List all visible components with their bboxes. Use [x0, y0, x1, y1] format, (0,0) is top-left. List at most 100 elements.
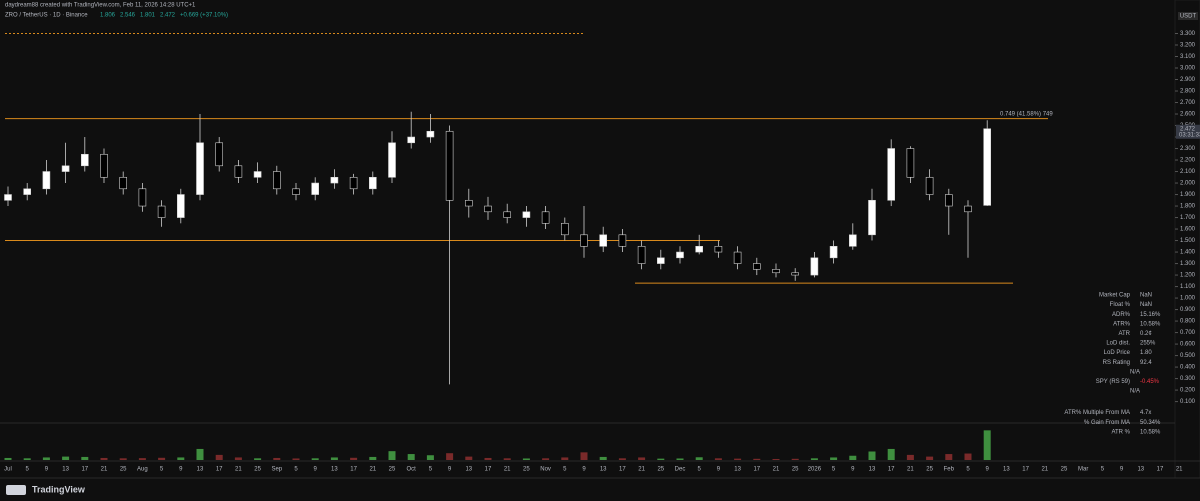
x-tick-label: 17	[485, 467, 492, 473]
x-tick-label: 9	[448, 467, 452, 473]
table-label: ATR %	[1111, 429, 1130, 435]
x-tick-label: 17	[350, 467, 357, 473]
x-tick-label: 13	[1003, 467, 1010, 473]
volume-bar	[964, 453, 972, 460]
y-tick-label: 1.300	[1180, 261, 1196, 267]
table-label: Float %	[1110, 302, 1131, 308]
x-tick-label: 17	[1022, 467, 1029, 473]
volume-bar	[484, 457, 492, 460]
x-tick-label: 21	[907, 467, 914, 473]
volume-bar	[426, 455, 434, 460]
candle-body	[349, 176, 358, 190]
candle-body	[560, 223, 569, 236]
x-tick-label: Oct	[407, 467, 417, 473]
candle-body	[196, 142, 204, 195]
volume-bar	[542, 458, 550, 460]
x-tick-label: 13	[465, 467, 472, 473]
volume-bar	[215, 454, 223, 460]
y-tick-label: 0.700	[1180, 330, 1196, 336]
y-tick-label: 1.400	[1180, 250, 1196, 256]
candle-body	[330, 176, 339, 184]
countdown: 03:31:33	[1179, 132, 1200, 138]
candle-body	[522, 211, 531, 218]
candle-body	[791, 272, 800, 276]
volume-bar	[676, 458, 684, 460]
x-tick-label: Dec	[675, 467, 686, 473]
volume-bar	[234, 457, 242, 460]
table-value: 0.2¢	[1140, 331, 1152, 337]
table-value: 10.58%	[1140, 321, 1161, 327]
volume-bar	[254, 458, 262, 460]
candle-body	[138, 188, 147, 207]
table-value: 255%	[1140, 341, 1156, 347]
x-tick-label: 17	[216, 467, 223, 473]
y-tick-label: 0.900	[1180, 307, 1196, 313]
x-tick-label: 21	[773, 467, 780, 473]
x-tick-label: 5	[160, 467, 164, 473]
y-tick-label: 2.600	[1180, 112, 1196, 118]
candle-body	[541, 211, 550, 224]
volume-bar	[446, 453, 454, 460]
table-value: 1.80	[1140, 350, 1152, 356]
x-tick-label: 9	[314, 467, 318, 473]
volume-bar	[158, 457, 166, 460]
y-tick-label: 2.300	[1180, 146, 1196, 152]
x-tick-label: 21	[1041, 467, 1048, 473]
x-tick-label: 5	[966, 467, 970, 473]
volume-bar	[887, 448, 895, 460]
ohlc-low: 1.801	[140, 13, 156, 19]
y-tick-label: 1.900	[1180, 192, 1196, 198]
candle-body	[733, 251, 742, 264]
volume-bar	[4, 457, 12, 460]
x-tick-label: 25	[657, 467, 664, 473]
volume-bar	[119, 458, 127, 460]
table-label: ATR% Multiple From MA	[1064, 410, 1130, 416]
x-tick-label: Nov	[540, 467, 551, 473]
y-tick-label: 1.700	[1180, 215, 1196, 221]
x-tick-label: 13	[1137, 467, 1144, 473]
volume-bar	[791, 458, 799, 460]
volume-bar	[945, 454, 953, 460]
volume-bar	[868, 451, 876, 460]
volume-bar	[138, 458, 146, 460]
candle-body	[407, 136, 416, 144]
x-tick-label: 17	[619, 467, 626, 473]
volume-bar	[62, 456, 70, 460]
candle-body	[695, 246, 704, 253]
x-tick-label: 13	[331, 467, 338, 473]
candle-body	[637, 246, 646, 264]
x-tick-label: 25	[926, 467, 933, 473]
table-label: ATR	[1118, 331, 1130, 337]
candle-body	[676, 251, 684, 259]
x-tick-label: Aug	[137, 467, 148, 473]
candle-body	[848, 234, 857, 247]
y-tick-label: 0.800	[1180, 319, 1196, 325]
x-tick-label: 21	[1176, 467, 1183, 473]
table-label: Market Cap	[1099, 293, 1131, 299]
x-tick-label: 5	[698, 467, 702, 473]
x-tick-label: 21	[638, 467, 645, 473]
x-tick-label: 9	[986, 467, 990, 473]
x-tick-label: 25	[523, 467, 530, 473]
x-tick-label: 9	[1120, 467, 1124, 473]
candle-body	[426, 130, 435, 138]
y-tick-label: 1.100	[1180, 284, 1196, 290]
volume-bar	[657, 458, 665, 460]
volume-bar	[734, 458, 742, 460]
volume-bar	[388, 451, 396, 460]
x-tick-label: 9	[717, 467, 721, 473]
y-tick-label: 2.700	[1180, 100, 1196, 106]
price-axis	[1174, 0, 1200, 479]
x-tick-label: 21	[235, 467, 242, 473]
change: +0.669 (+37.10%)	[180, 13, 228, 19]
candle-body	[4, 194, 12, 201]
y-tick-label: 2.900	[1180, 77, 1196, 83]
candle-body	[311, 182, 320, 195]
candle-body	[157, 205, 166, 218]
y-tick-label: 1.000	[1180, 296, 1196, 302]
candle-body	[42, 171, 51, 190]
x-tick-label: 17	[753, 467, 760, 473]
volume-bar	[503, 458, 511, 460]
candle-body	[618, 234, 627, 247]
